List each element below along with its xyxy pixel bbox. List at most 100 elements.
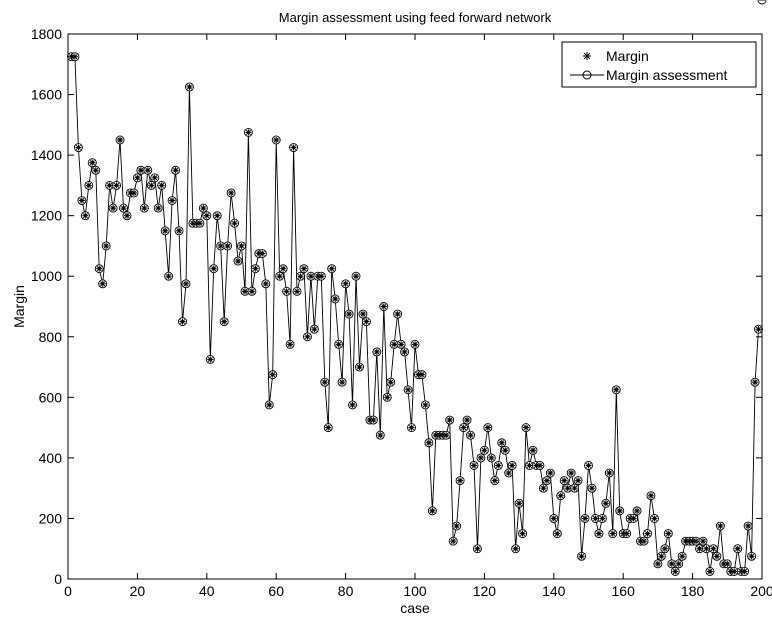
margin-point [554, 531, 560, 537]
margin-point [155, 205, 161, 211]
x-tick-label: 60 [268, 583, 284, 599]
y-tick-label: 1600 [31, 87, 62, 103]
margin-point [207, 356, 213, 362]
y-tick-label: 800 [39, 329, 63, 345]
margin-point [582, 515, 588, 521]
margin-point [575, 478, 581, 484]
x-tick-label: 160 [612, 583, 636, 599]
margin-point [658, 553, 664, 559]
margin-point [249, 288, 255, 294]
margin-point [613, 387, 619, 393]
margin-point [221, 319, 227, 325]
margin-point [287, 341, 293, 347]
margin-point [679, 553, 685, 559]
margin-point [395, 311, 401, 317]
margin-point [391, 341, 397, 347]
margin-point [72, 54, 78, 60]
margin-point [523, 425, 529, 431]
margin-point [495, 462, 501, 468]
margin-point [492, 478, 498, 484]
y-tick-label: 1800 [31, 26, 62, 42]
margin-point [735, 546, 741, 552]
margin-point [422, 402, 428, 408]
margin-point [558, 493, 564, 499]
margin-point [152, 175, 158, 181]
plot-area [68, 34, 762, 579]
margin-point [710, 546, 716, 552]
margin-point [339, 379, 345, 385]
margin-point [547, 470, 553, 476]
margin-point [676, 561, 682, 567]
margin-point [745, 523, 751, 529]
margin-point [121, 205, 127, 211]
y-tick-label: 0 [54, 571, 62, 587]
margin-point [346, 311, 352, 317]
margin-point [325, 425, 331, 431]
margin-point [717, 523, 723, 529]
margin-point [672, 568, 678, 574]
margin-point [218, 243, 224, 249]
margin-point [197, 220, 203, 226]
margin-point [228, 190, 234, 196]
margin-point [308, 273, 314, 279]
margin-point [551, 515, 557, 521]
margin-point [162, 228, 168, 234]
margin-point [624, 531, 630, 537]
margin-point [454, 523, 460, 529]
margin-point [138, 167, 144, 173]
margin-point [204, 213, 210, 219]
margin-point [513, 546, 519, 552]
legend-label-margin-assessment: Margin assessment [606, 67, 727, 83]
margin-point [485, 425, 491, 431]
x-tick-label: 80 [338, 583, 354, 599]
y-tick-label: 600 [39, 389, 63, 405]
margin-point [381, 304, 387, 310]
margin-point [114, 182, 120, 188]
margin-point [714, 553, 720, 559]
margin-point [586, 462, 592, 468]
margin-point [75, 145, 81, 151]
margin-point [245, 129, 251, 135]
margin-point [693, 538, 699, 544]
margin-point [599, 515, 605, 521]
margin-point [506, 470, 512, 476]
y-tick-label: 1200 [31, 208, 62, 224]
margin-point [148, 182, 154, 188]
margin-point [398, 341, 404, 347]
x-tick-label: 180 [681, 583, 705, 599]
margin-point [749, 553, 755, 559]
margin-point [402, 349, 408, 355]
margin-point [429, 508, 435, 514]
margin-point [214, 213, 220, 219]
margin-point [617, 508, 623, 514]
margin-point [270, 372, 276, 378]
margin-point [388, 379, 394, 385]
margin-point [568, 470, 574, 476]
margin-point [537, 462, 543, 468]
margin-point [589, 485, 595, 491]
margin-point [329, 266, 335, 272]
margin-point [516, 500, 522, 506]
margin-point [502, 447, 508, 453]
margin-point [166, 273, 172, 279]
margin-point [610, 531, 616, 537]
margin-point [322, 379, 328, 385]
margin-point [471, 462, 477, 468]
margin-point [447, 417, 453, 423]
margin-point [631, 515, 637, 521]
margin-point [409, 425, 415, 431]
margin-point [277, 273, 283, 279]
y-tick-label: 400 [39, 450, 63, 466]
margin-point [592, 515, 598, 521]
margin-point [304, 334, 310, 340]
margin-point [134, 175, 140, 181]
margin-point [350, 402, 356, 408]
margin-point [318, 273, 324, 279]
x-tick-label: 140 [542, 583, 566, 599]
margin-point [648, 493, 654, 499]
margin-point [499, 440, 505, 446]
margin-point [724, 561, 730, 567]
margin-point [464, 417, 470, 423]
margin-point [752, 379, 758, 385]
margin-point [731, 568, 737, 574]
